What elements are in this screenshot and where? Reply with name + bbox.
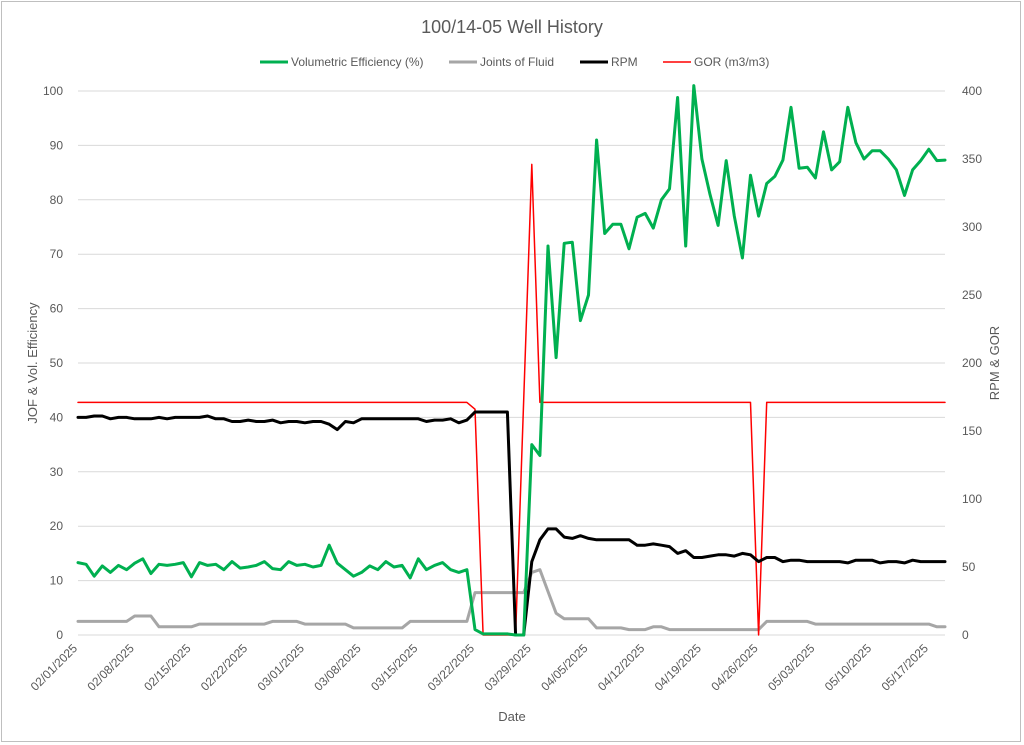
legend-label: RPM: [611, 55, 638, 69]
right-tick-label: 150: [962, 424, 982, 438]
x-tick-label: 05/10/2025: [822, 641, 875, 694]
chart-title: 100/14-05 Well History: [421, 17, 603, 37]
x-tick-label: 02/01/2025: [28, 641, 81, 694]
x-tick-label: 03/08/2025: [311, 641, 364, 694]
left-tick-label: 30: [50, 465, 64, 479]
x-axis: 02/01/2025 02/08/2025 02/15/2025 02/22/2025…: [28, 641, 931, 694]
left-y-axis: 0 10 20 30 40 50 60 70 80 90 100: [43, 84, 63, 642]
right-tick-label: 400: [962, 84, 982, 98]
left-tick-label: 20: [50, 519, 64, 533]
x-tick-label: 02/08/2025: [84, 641, 137, 694]
left-tick-label: 100: [43, 84, 63, 98]
legend-label: Volumetric Efficiency (%): [291, 55, 424, 69]
left-tick-label: 60: [50, 302, 64, 316]
left-tick-label: 40: [50, 410, 64, 424]
right-tick-label: 300: [962, 220, 982, 234]
x-tick-label: 04/12/2025: [595, 641, 648, 694]
left-tick-label: 70: [50, 247, 64, 261]
series-line-rpm: [76, 410, 947, 637]
legend-label: Joints of Fluid: [480, 55, 554, 69]
x-axis-title: Date: [498, 709, 525, 724]
left-tick-label: 90: [50, 138, 64, 152]
right-tick-label: 350: [962, 152, 982, 166]
x-tick-label: 03/29/2025: [482, 641, 535, 694]
x-tick-label: 03/01/2025: [255, 641, 308, 694]
series-line-gor-m3-m3: [77, 163, 946, 636]
left-tick-label: 10: [50, 574, 64, 588]
left-y-axis-title: JOF & Vol. Efficiency: [25, 302, 40, 424]
left-tick-label: 80: [50, 193, 64, 207]
series-line-volumetric-efficiency: [76, 84, 947, 637]
x-tick-label: 02/15/2025: [141, 641, 194, 694]
right-tick-label: 250: [962, 288, 982, 302]
right-tick-label: 0: [962, 628, 969, 642]
right-y-axis-title: RPM & GOR: [987, 326, 1002, 400]
series-line-joints-of-fluid: [76, 568, 947, 632]
x-tick-label: 04/26/2025: [708, 641, 761, 694]
right-y-axis: 0 50 100 150 200 250 300 350 400: [962, 84, 982, 642]
x-tick-label: 03/22/2025: [425, 641, 478, 694]
left-tick-label: 50: [50, 356, 64, 370]
gridlines: [78, 90, 945, 636]
x-tick-label: 03/15/2025: [368, 641, 421, 694]
series-lines: [76, 84, 947, 637]
right-tick-label: 50: [962, 560, 976, 574]
left-tick-label: 0: [56, 628, 63, 642]
right-tick-label: 100: [962, 492, 982, 506]
right-tick-label: 200: [962, 356, 982, 370]
x-tick-label: 02/22/2025: [198, 641, 251, 694]
x-tick-label: 04/19/2025: [652, 641, 705, 694]
x-tick-label: 05/03/2025: [765, 641, 818, 694]
legend: Volumetric Efficiency (%) Joints of Fluid…: [260, 55, 769, 69]
x-tick-label: 04/05/2025: [538, 641, 591, 694]
legend-label: GOR (m3/m3): [694, 55, 769, 69]
x-tick-label: 05/17/2025: [879, 641, 932, 694]
